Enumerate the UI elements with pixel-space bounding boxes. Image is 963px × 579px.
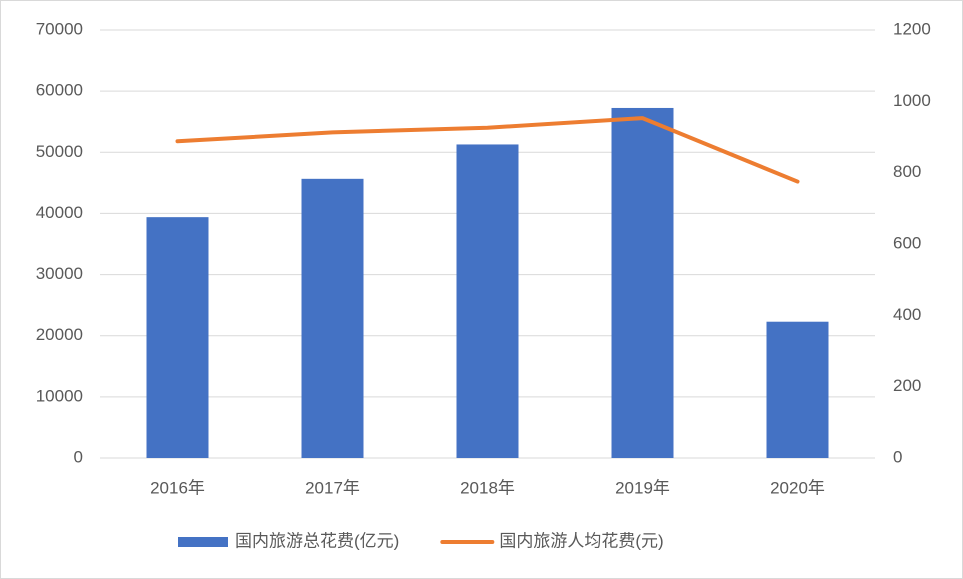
x-tick-label: 2017年 [305,478,360,497]
y-tick-label: 20000 [36,325,83,344]
y-tick-label: 30000 [36,264,83,283]
x-tick-label: 2016年 [150,478,205,497]
y2-tick-label: 200 [893,376,921,395]
y-tick-label: 10000 [36,386,83,405]
y-tick-label: 0 [74,447,83,466]
x-tick-label: 2018年 [460,478,515,497]
y-tick-label: 60000 [36,81,83,100]
x-tick-label: 2020年 [770,478,825,497]
y-tick-label: 50000 [36,142,83,161]
y2-tick-label: 400 [893,305,921,324]
legend-label: 国内旅游总花费(亿元) [235,531,399,550]
y-tick-label: 40000 [36,203,83,222]
bar [611,107,674,458]
y2-tick-label: 1200 [893,19,931,38]
bar [146,217,209,458]
line [175,116,800,184]
bar [766,321,829,458]
y2-tick-label: 1000 [893,91,931,110]
y2-tick-label: 600 [893,233,921,252]
bar [456,144,519,459]
x-tick-label: 2019年 [615,478,670,497]
legend-swatch [178,537,228,547]
y2-tick-label: 800 [893,162,921,181]
y2-tick-label: 0 [893,447,902,466]
bar [301,178,364,458]
legend-label: 国内旅游人均花费(元) [499,531,663,550]
y-tick-label: 70000 [36,19,83,38]
